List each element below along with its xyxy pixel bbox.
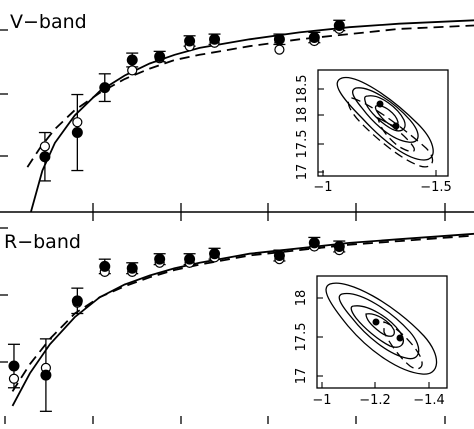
v-band-best-fit-point xyxy=(393,123,400,130)
v-band-open-point xyxy=(40,142,49,151)
v-band-inset-ytick: 18.5 xyxy=(295,75,310,104)
r-band-filled-point xyxy=(99,261,110,272)
r-band-filled-point xyxy=(274,250,285,261)
v-band-inset-xtick: −1.5 xyxy=(420,180,452,195)
v-band-inset: −1 −1.5 17 17.5 18 18.5 xyxy=(295,70,452,195)
r-band-open-points xyxy=(9,242,343,383)
r-band-label: R−band xyxy=(4,231,81,253)
v-band-filled-point xyxy=(127,55,138,66)
r-band-best-fit-point xyxy=(397,335,404,342)
v-band-filled-point xyxy=(274,34,285,45)
v-band-inset-ytick: 17 xyxy=(295,164,310,181)
r-band-filled-points xyxy=(8,237,344,380)
r-band-open-point xyxy=(9,374,18,383)
v-band-filled-point xyxy=(184,36,195,47)
r-band-inset-ytick: 17.5 xyxy=(294,323,309,352)
r-band-inset-xtick: −1.4 xyxy=(413,393,445,408)
v-band-filled-point xyxy=(99,82,110,93)
r-band-inset-ytick: 17 xyxy=(294,368,309,385)
r-band-inset-xtick: −1 xyxy=(312,393,331,408)
v-band-filled-point xyxy=(154,51,165,62)
v-band-inset-ytick: 18 xyxy=(295,107,310,124)
r-band-filled-point xyxy=(127,263,138,274)
r-band-best-fit-point xyxy=(373,319,380,326)
v-band-best-fit-point xyxy=(377,101,384,108)
v-band-inset-xtick: −1 xyxy=(313,180,332,195)
v-band-inset-ytick: 17.5 xyxy=(295,130,310,159)
r-band-inset: −1 −1.2 −1.4 17 17.5 18 xyxy=(294,276,447,408)
v-band-filled-point xyxy=(72,127,83,138)
r-band-panel: R−band −1 xyxy=(0,212,474,424)
v-band-open-point xyxy=(275,45,284,54)
v-band-open-point xyxy=(128,66,137,75)
r-band-filled-point xyxy=(72,295,83,306)
r-band-filled-point xyxy=(154,254,165,265)
v-band-filled-point xyxy=(334,20,345,31)
r-band-filled-point xyxy=(334,241,345,252)
v-band-open-point xyxy=(73,118,82,127)
r-band-filled-point xyxy=(40,370,51,381)
r-band-filled-point xyxy=(209,248,220,259)
r-band-filled-point xyxy=(309,237,320,248)
r-band-inset-ytick: 18 xyxy=(294,290,309,307)
r-band-inset-frame xyxy=(317,276,447,388)
v-band-filled-point xyxy=(309,32,320,43)
v-band-panel: V−band xyxy=(0,11,474,212)
r-band-filled-point xyxy=(8,361,19,372)
v-band-label: V−band xyxy=(10,11,87,33)
v-band-filled-point xyxy=(209,34,220,45)
v-band-filled-point xyxy=(39,151,50,162)
r-band-filled-point xyxy=(184,254,195,265)
r-band-inset-xtick: −1.2 xyxy=(359,393,391,408)
